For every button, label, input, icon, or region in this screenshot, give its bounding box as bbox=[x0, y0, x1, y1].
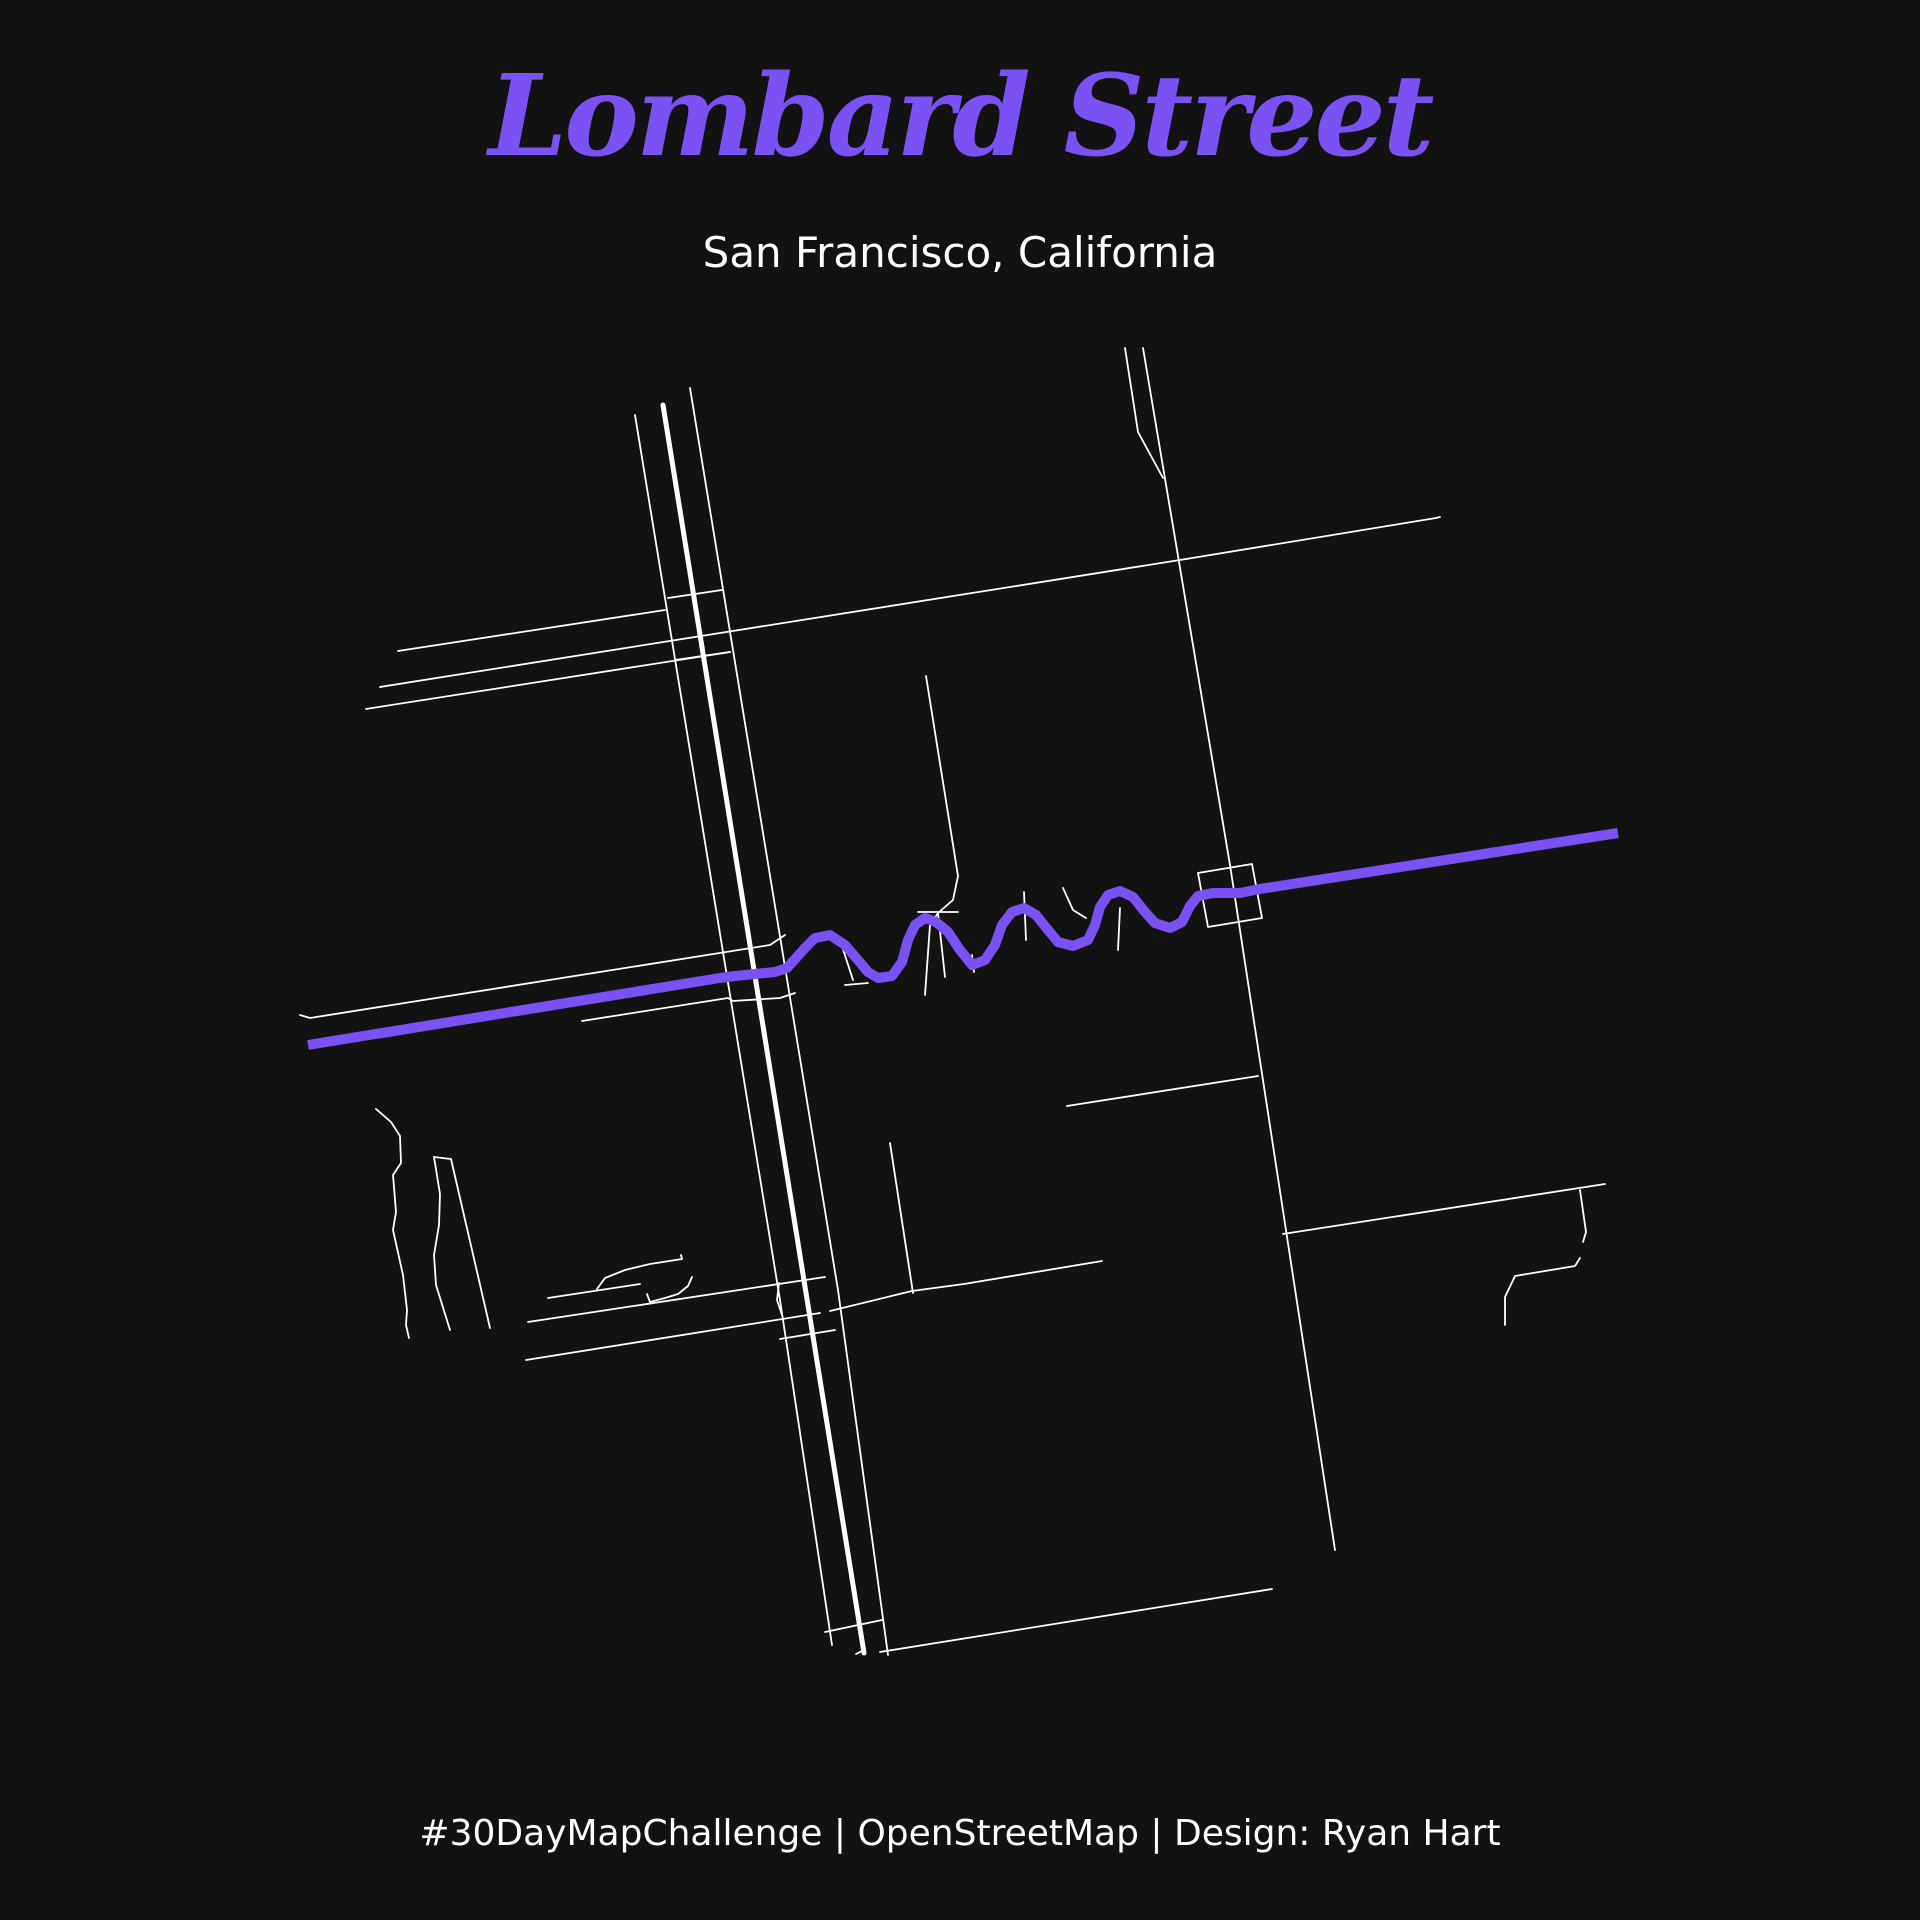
cross-street-2 bbox=[379, 517, 1437, 688]
lower-bend-a bbox=[776, 1282, 783, 1316]
boulevard-connector-top bbox=[667, 589, 723, 599]
driveway-b bbox=[596, 1254, 683, 1290]
street-network bbox=[299, 347, 1606, 1656]
boulevard-center-road bbox=[660, 402, 867, 1656]
credits-caption: #30DayMapChallenge | OpenStreetMap | Des… bbox=[419, 1813, 1501, 1854]
west-lower-stub bbox=[844, 982, 869, 986]
cross-street-2-stub bbox=[1435, 516, 1441, 519]
east-central-street bbox=[1066, 1075, 1259, 1107]
lombard-street-highlight bbox=[307, 828, 1619, 1050]
stub-b bbox=[1062, 887, 1087, 919]
driveway-c bbox=[646, 1276, 693, 1303]
lower-cross-street-2 bbox=[525, 1312, 821, 1361]
southeast-loop bbox=[1504, 1257, 1581, 1326]
lower-cross-street-1 bbox=[527, 1276, 826, 1323]
driveway-a bbox=[547, 1283, 641, 1299]
west-trail-1 bbox=[375, 1108, 410, 1339]
south-cross-street bbox=[879, 1588, 1273, 1653]
connector-short-a bbox=[674, 651, 731, 661]
cross-street-3 bbox=[365, 651, 731, 710]
boulevard-end-cap bbox=[855, 1649, 865, 1655]
plaza-box bbox=[1197, 863, 1263, 928]
boulevard-connector-bottom bbox=[824, 1619, 883, 1633]
stub-a bbox=[1023, 891, 1027, 941]
lower-cross-street-3 bbox=[829, 1260, 1103, 1312]
lower-cross-street-4 bbox=[1282, 1183, 1606, 1235]
west-cross-street bbox=[299, 934, 786, 1019]
map-subtitle: San Francisco, California bbox=[702, 228, 1218, 277]
west-trail-3 bbox=[433, 1156, 491, 1329]
north-road-upper bbox=[1124, 347, 1164, 479]
lower-interior-road bbox=[889, 1142, 914, 1294]
cross-street-1 bbox=[397, 609, 666, 652]
north-road-main bbox=[1142, 347, 1336, 1551]
stub-c bbox=[1117, 907, 1121, 951]
map-title: Lombard Street bbox=[488, 51, 1434, 182]
west-lower-street bbox=[581, 992, 796, 1022]
west-trail-2 bbox=[433, 1156, 451, 1331]
southeast-stub bbox=[1579, 1189, 1587, 1243]
interior-street bbox=[924, 675, 959, 996]
boulevard-east-road bbox=[689, 387, 889, 1656]
boulevard-west-road bbox=[634, 414, 833, 1646]
lower-bend-b bbox=[779, 1329, 836, 1340]
